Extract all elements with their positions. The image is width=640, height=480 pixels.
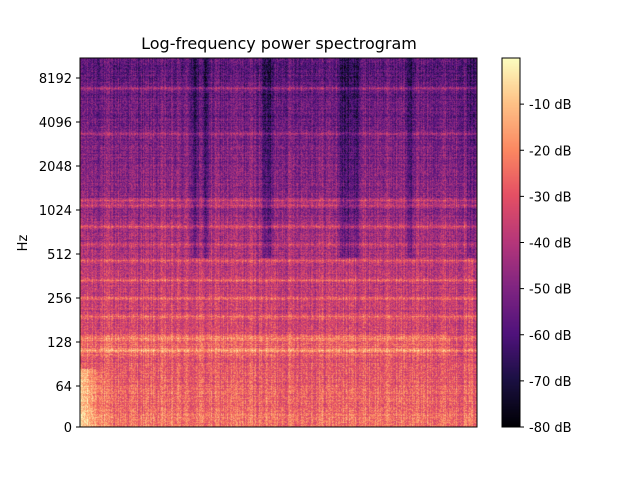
colorbar-tick-label: -80 dB bbox=[529, 421, 572, 436]
spectrogram-plot: 0 64 128 256 512 1024 2048 4096 8192 bbox=[39, 57, 478, 436]
y-axis-label: Hz bbox=[16, 235, 31, 252]
colorbar-tick-label: -60 dB bbox=[529, 329, 572, 344]
y-tick-label: 1024 bbox=[39, 204, 72, 219]
y-tick-label: 128 bbox=[47, 336, 72, 351]
y-tick-label: 256 bbox=[47, 292, 72, 307]
colorbar-gradient bbox=[502, 58, 520, 427]
plot-frame bbox=[79, 57, 478, 428]
colorbar-tick-label: -10 dB bbox=[529, 98, 572, 113]
y-tick-label: 0 bbox=[64, 421, 72, 436]
y-tick-label: 4096 bbox=[39, 116, 72, 131]
colorbar: -10 dB -20 dB -30 dB -40 dB -50 dB -60 dB -70 … bbox=[501, 57, 572, 436]
colorbar-tick-label: -20 dB bbox=[529, 144, 572, 159]
colorbar-tick-label: -70 dB bbox=[529, 375, 572, 390]
colorbar-tick-label: -40 dB bbox=[529, 237, 572, 252]
colorbar-tick-label: -50 dB bbox=[529, 283, 572, 298]
colorbar-tick-label: -30 dB bbox=[529, 190, 572, 205]
spectrogram-heatmap bbox=[80, 58, 477, 427]
y-tick-label: 8192 bbox=[39, 72, 72, 87]
y-tick-label: 64 bbox=[55, 380, 72, 395]
y-tick-label: 2048 bbox=[39, 160, 72, 175]
colorbar-ticks: -10 dB -20 dB -30 dB -40 dB -50 dB -60 dB -70 … bbox=[520, 98, 572, 436]
chart-title: Log-frequency power spectrogram bbox=[141, 34, 417, 53]
y-tick-label: 512 bbox=[47, 248, 72, 263]
y-axis-ticks: 0 64 128 256 512 1024 2048 4096 8192 bbox=[39, 72, 80, 436]
